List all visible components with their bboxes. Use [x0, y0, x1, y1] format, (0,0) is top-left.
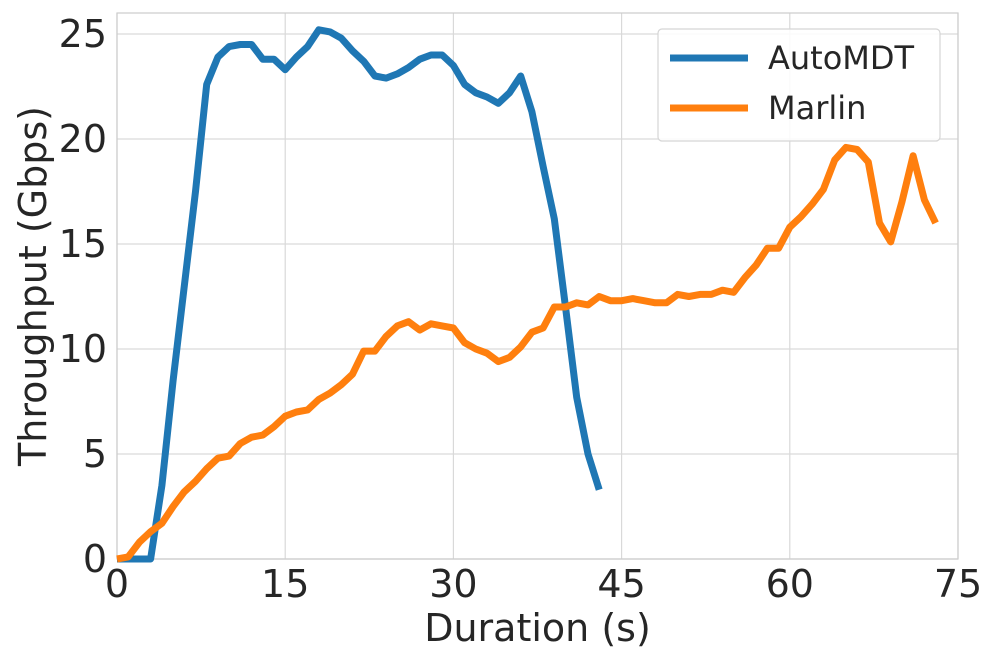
- series-line-marlin: [116, 143, 939, 563]
- y-tick-label: 5: [83, 432, 107, 476]
- legend-items: AutoMDT Marlin: [670, 39, 915, 127]
- y-tick-label: 10: [59, 327, 107, 371]
- y-tick-label: 25: [59, 12, 107, 56]
- legend-label: Marlin: [768, 89, 866, 127]
- x-tick-label: 75: [934, 562, 982, 606]
- legend: AutoMDT Marlin: [657, 28, 941, 142]
- plot-area-frame: [116, 12, 959, 560]
- x-axis-label: Duration (s): [424, 606, 651, 650]
- y-tick-label: 20: [59, 117, 107, 161]
- x-tick-label: 0: [105, 562, 129, 606]
- y-tick-labels: 0 5 10 15 20 25: [59, 12, 107, 581]
- y-tick-label: 15: [59, 222, 107, 266]
- x-tick-label: 30: [429, 562, 477, 606]
- x-tick-label: 60: [766, 562, 814, 606]
- x-tick-label: 15: [261, 562, 309, 606]
- x-tick-label: 45: [597, 562, 645, 606]
- series-layer: [116, 26, 939, 563]
- series-line-automdt: [117, 26, 603, 563]
- x-tick-labels: 0 15 30 45 60 75: [105, 562, 982, 606]
- y-tick-label: 0: [83, 537, 107, 581]
- legend-label: AutoMDT: [768, 39, 915, 77]
- y-axis-label: Throughput (Gbps): [11, 106, 55, 467]
